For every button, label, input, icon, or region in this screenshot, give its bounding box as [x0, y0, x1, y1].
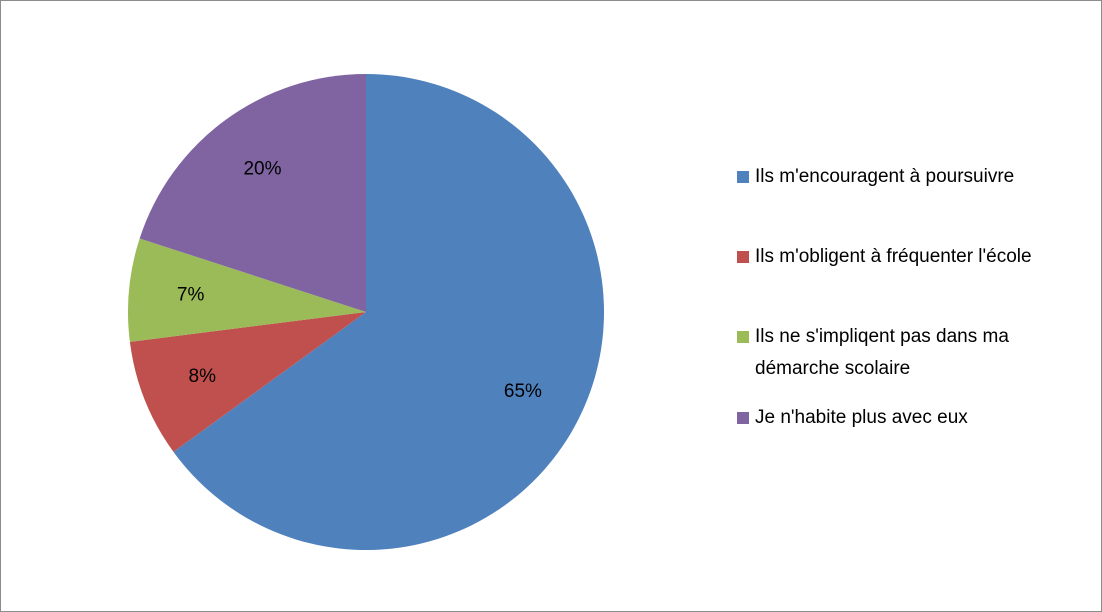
legend-label: Ils m'encouragent à poursuivre [755, 166, 1015, 187]
legend-label: Ils m'obligent à fréquenter l'école [755, 246, 1032, 267]
data-label: 65% [504, 381, 542, 402]
legend-item: Ils ne s'impliqent pas dans ma démarche … [737, 321, 1087, 385]
data-label: 20% [243, 159, 281, 180]
legend-swatch [737, 171, 749, 183]
legend-label: Ils ne s'impliqent pas dans ma démarche … [755, 326, 1009, 379]
legend-label: Je n'habite plus avec eux [755, 407, 968, 428]
data-label: 8% [189, 366, 217, 387]
legend-swatch [737, 251, 749, 263]
legend-item: Je n'habite plus avec eux [737, 402, 1087, 434]
pie-slice [127, 238, 366, 342]
legend-item: Ils m'obligent à fréquenter l'école [737, 241, 1087, 273]
legend-item: Ils m'encouragent à poursuivre [737, 161, 1087, 193]
legend-swatch [737, 331, 749, 343]
pie-slice [129, 312, 366, 452]
data-label: 7% [177, 284, 205, 305]
pie-slice [139, 74, 366, 312]
legend-swatch [737, 412, 749, 424]
pie-slice [173, 74, 604, 550]
